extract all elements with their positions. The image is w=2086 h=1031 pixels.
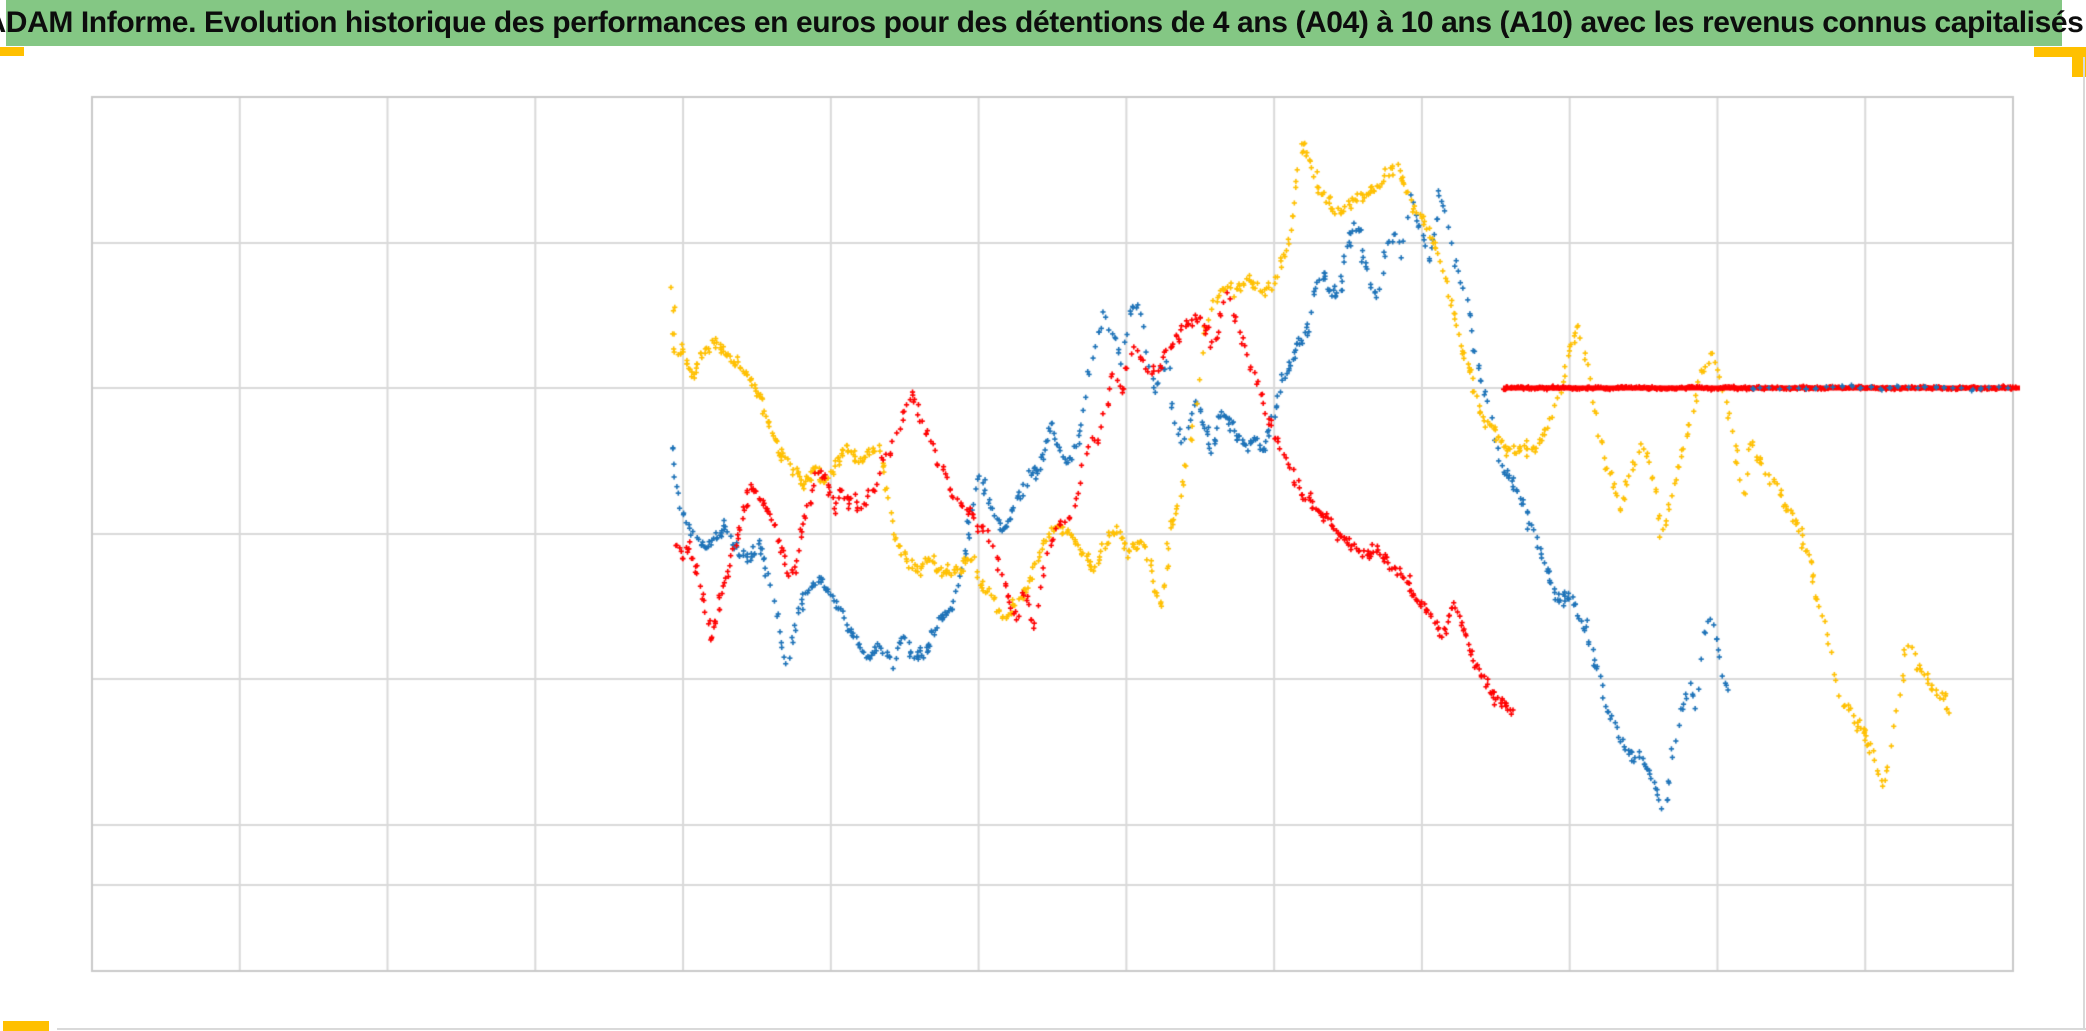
worksheet: { "header": { "title": "ADAM Informe. Ev… (0, 0, 2086, 1031)
scatter-chart-canvas (0, 0, 2086, 1031)
